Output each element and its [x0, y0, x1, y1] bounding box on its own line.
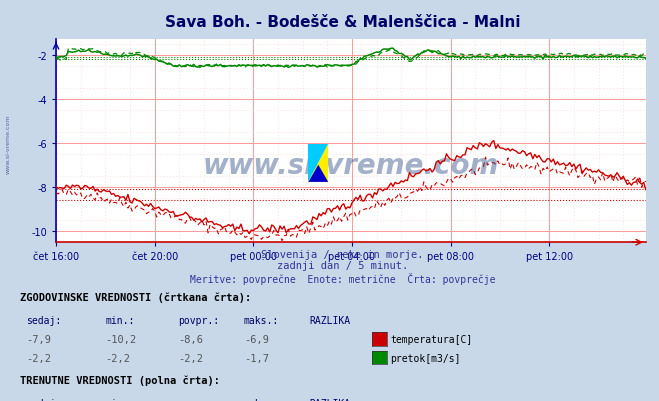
- Text: povpr.:: povpr.:: [178, 398, 219, 401]
- Text: TRENUTNE VREDNOSTI (polna črta):: TRENUTNE VREDNOSTI (polna črta):: [20, 375, 219, 385]
- Text: min.:: min.:: [105, 398, 135, 401]
- Text: maks.:: maks.:: [244, 315, 279, 325]
- Text: -2,2: -2,2: [26, 353, 51, 363]
- Text: maks.:: maks.:: [244, 398, 279, 401]
- Text: RAZLIKA: RAZLIKA: [310, 315, 351, 325]
- Text: -7,9: -7,9: [26, 334, 51, 344]
- Text: www.si-vreme.com: www.si-vreme.com: [203, 152, 499, 180]
- Text: www.si-vreme.com: www.si-vreme.com: [5, 115, 11, 174]
- Text: -2,2: -2,2: [105, 353, 130, 363]
- Text: Meritve: povprečne  Enote: metrične  Črta: povprečje: Meritve: povprečne Enote: metrične Črta:…: [190, 272, 496, 284]
- Text: min.:: min.:: [105, 315, 135, 325]
- Text: temperatura[C]: temperatura[C]: [390, 334, 473, 344]
- Text: -1,7: -1,7: [244, 353, 269, 363]
- Text: zadnji dan / 5 minut.: zadnji dan / 5 minut.: [277, 261, 409, 271]
- Text: -8,6: -8,6: [178, 334, 203, 344]
- Text: Slovenija / reke in morje.: Slovenija / reke in morje.: [262, 249, 424, 259]
- Text: ZGODOVINSKE VREDNOSTI (črtkana črta):: ZGODOVINSKE VREDNOSTI (črtkana črta):: [20, 292, 251, 302]
- Text: pretok[m3/s]: pretok[m3/s]: [390, 353, 461, 363]
- Text: sedaj:: sedaj:: [26, 398, 61, 401]
- Text: sedaj:: sedaj:: [26, 315, 61, 325]
- Text: -2,2: -2,2: [178, 353, 203, 363]
- Text: -10,2: -10,2: [105, 334, 136, 344]
- Text: povpr.:: povpr.:: [178, 315, 219, 325]
- Text: Sava Boh. - Bodešče & Malenščica - Malni: Sava Boh. - Bodešče & Malenščica - Malni: [165, 15, 521, 30]
- Text: RAZLIKA: RAZLIKA: [310, 398, 351, 401]
- Text: -6,9: -6,9: [244, 334, 269, 344]
